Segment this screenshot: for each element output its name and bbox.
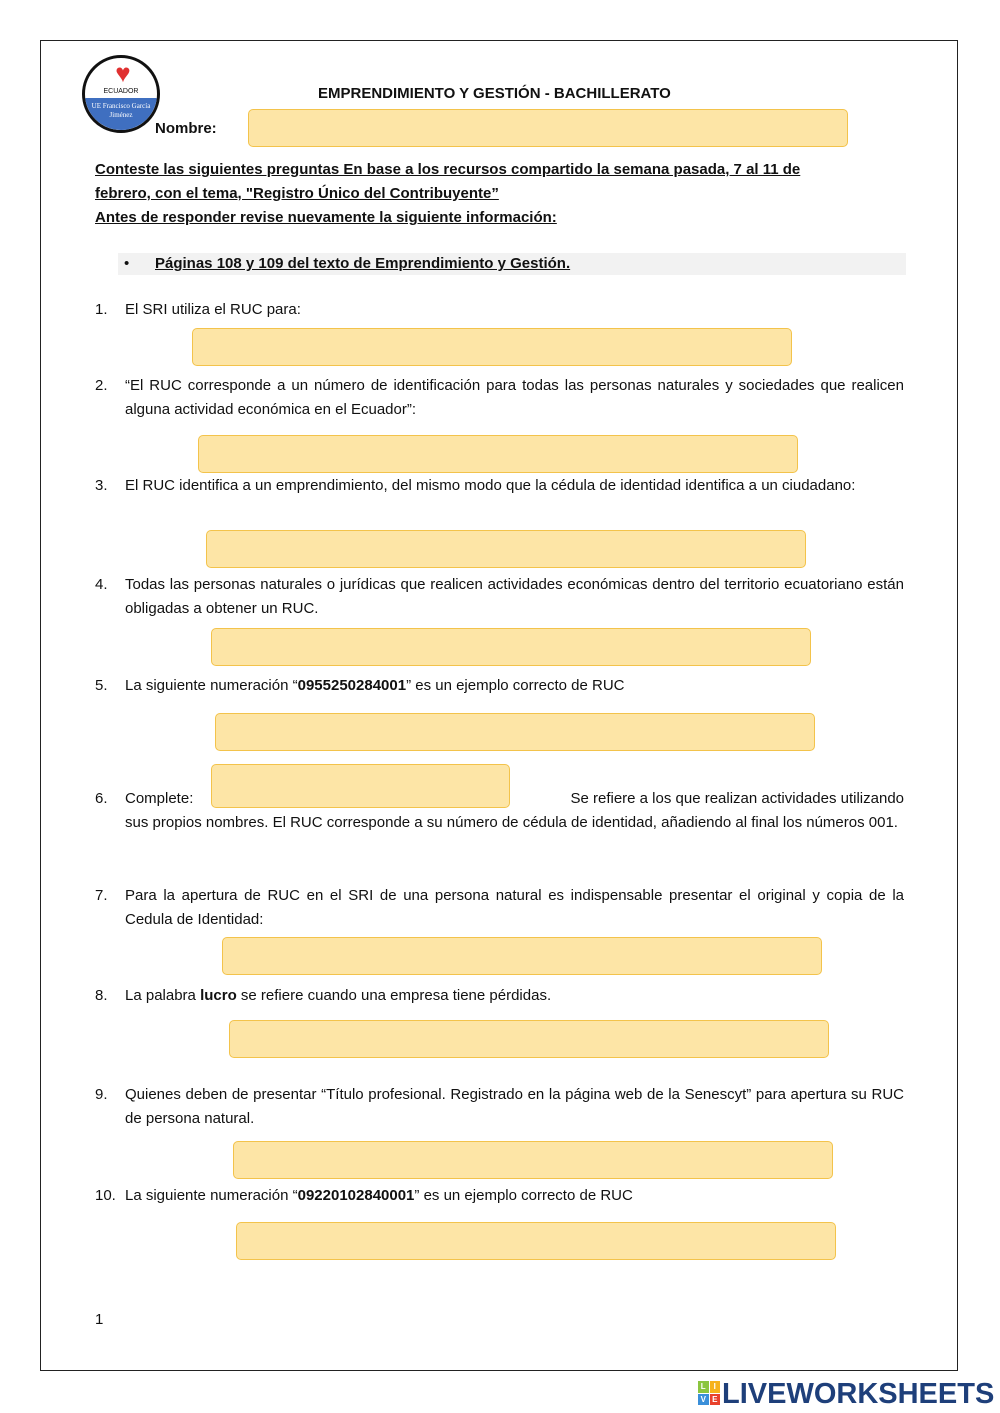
icon-letter: E [709,1393,720,1405]
logo-top-text: ECUADOR [103,88,139,95]
answer-input-2[interactable] [198,435,798,473]
question-text-pre: La palabra [125,987,201,1004]
question-number: 9. [95,1086,108,1103]
question-text: La siguiente numeración “09220102840001”… [125,1184,904,1208]
answer-input-4[interactable] [211,628,811,666]
answer-input-10[interactable] [236,1222,836,1260]
question-number: 1. [95,301,108,318]
question-text-pre: La siguiente numeración “ [125,677,298,694]
question-text-pre: La siguiente numeración “ [125,1187,298,1204]
question-number: 2. [95,377,108,394]
instructions-line-2: febrero, con el tema, "Registro Único de… [95,185,499,202]
complete-label: Complete: [125,790,194,807]
page-border [40,40,958,1371]
page-title: EMPRENDIMIENTO Y GESTIÓN - BACHILLERATO [318,85,671,102]
icon-letter: L [698,1381,709,1393]
name-input[interactable] [248,109,848,147]
answer-input-6[interactable] [211,764,510,808]
school-logo: ♥ ECUADOR UE Francisco García Jiménez [82,55,160,133]
name-label: Nombre: [155,120,217,137]
question-text: La palabra lucro se refiere cuando una e… [125,984,904,1008]
bullet-text: Páginas 108 y 109 del texto de Emprendim… [155,255,571,272]
answer-input-9[interactable] [233,1141,833,1179]
bullet-row: • Páginas 108 y 109 del texto de Emprend… [118,253,906,275]
answer-input-7[interactable] [222,937,822,975]
question-text-post: ” es un ejemplo correcto de RUC [414,1187,633,1204]
ruc-number: 09220102840001 [297,1187,415,1204]
heart-icon: ♥ [115,58,131,88]
answer-input-1[interactable] [192,328,792,366]
ruc-number: 0955250284001 [297,677,407,694]
instructions-line-1: Conteste las siguientes preguntas En bas… [95,161,801,178]
question-number: 3. [95,477,108,494]
answer-input-3[interactable] [206,530,806,568]
question-text-after: Se refiere a los que realizan actividade… [570,790,904,807]
answer-input-8[interactable] [229,1020,829,1058]
question-text: “El RUC corresponde a un número de ident… [125,377,904,418]
question-text: Todas las personas naturales o jurídicas… [125,576,904,617]
question-text: Para la apertura de RUC en el SRI de una… [125,887,904,928]
question-text: Quienes deben de presentar “Título profe… [125,1086,904,1127]
question-text-post: se refiere cuando una empresa tiene pérd… [236,987,552,1004]
question-number: 7. [95,887,108,904]
answer-input-5[interactable] [215,713,815,751]
instructions-line-3: Antes de responder revise nuevamente la … [95,209,557,226]
question-text: La siguiente numeración “0955250284001” … [125,674,904,698]
question-number: 8. [95,987,108,1004]
question-number: 4. [95,576,108,593]
liveworksheets-logo: LIVEWORKSHEETS [722,1378,995,1410]
icon-letter: V [698,1393,709,1405]
question-text-post: ” es un ejemplo correcto de RUC [406,677,625,694]
question-number: 5. [95,677,108,694]
question-number: 10. [95,1187,116,1204]
question-number: 6. [95,790,108,807]
bold-word: lucro [200,987,237,1004]
question-text: El SRI utiliza el RUC para: [125,301,301,318]
liveworksheets-icon: L I V E [698,1381,720,1405]
question-text: sus propios nombres. El RUC corresponde … [125,814,898,831]
logo-bottom-text: UE Francisco García Jiménez [85,98,157,130]
page-number: 1 [95,1311,104,1328]
icon-letter: I [709,1381,720,1393]
question-text: El RUC identifica a un emprendimiento, d… [125,477,856,494]
bullet-icon: • [124,255,130,272]
